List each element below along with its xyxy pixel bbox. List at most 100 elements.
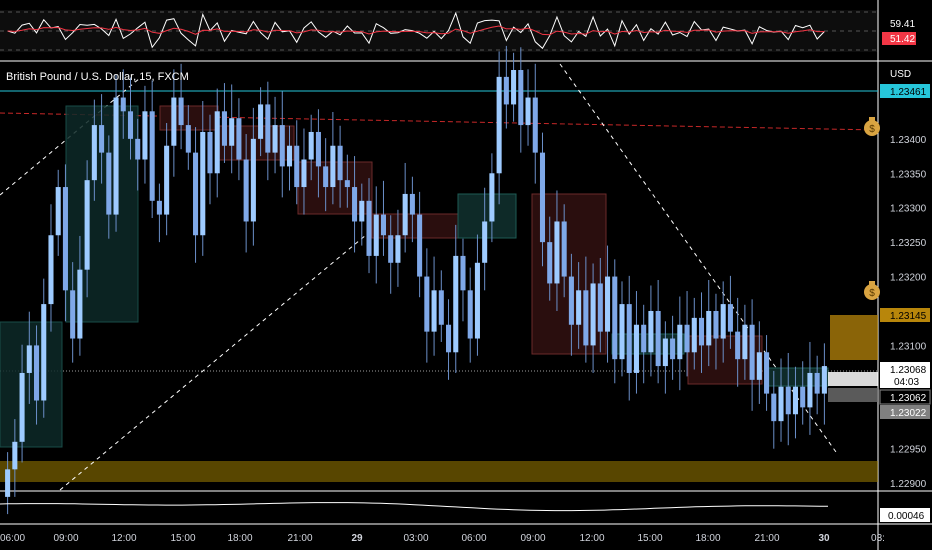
candle-body[interactable] [207,131,213,174]
candle-body[interactable] [301,159,307,188]
supply-box-4[interactable] [371,213,459,239]
candle-body[interactable] [185,125,191,153]
candle-body[interactable] [417,214,423,277]
candle-body[interactable] [12,441,18,470]
candle-body[interactable] [438,290,444,325]
money-bag-icon[interactable]: $ [864,281,880,300]
candle-body[interactable] [727,304,733,332]
candle-body[interactable] [229,118,235,146]
candle-body[interactable] [670,338,676,360]
demand-zone[interactable] [0,461,878,482]
candle-body[interactable] [800,386,806,408]
candle-body[interactable] [568,276,574,325]
candle-body[interactable] [778,386,784,422]
candle-body[interactable] [684,324,690,353]
candle-body[interactable] [460,255,466,291]
candle-body[interactable] [749,324,755,380]
candle-body[interactable] [554,221,560,284]
symbol-title[interactable]: British Pound / U.S. Dollar, 15, FXCM [6,71,189,83]
time-axis[interactable]: 06:00 09:00 12:00 15:00 18:00 21:00 29 03:00 06:… [0,533,885,544]
candle-body[interactable] [756,352,762,380]
candle-body[interactable] [106,152,112,215]
candle-body[interactable] [279,125,285,167]
candle-body[interactable] [149,111,155,201]
candle-body[interactable] [19,372,25,442]
candle-body[interactable] [120,97,126,112]
candle-body[interactable] [33,345,40,401]
candle-body[interactable] [474,262,480,339]
demand-box-2[interactable] [0,321,63,448]
candle-body[interactable] [619,304,625,360]
candle-body[interactable] [445,324,452,353]
candle-body[interactable] [576,290,582,325]
candle-body[interactable] [511,70,517,105]
candle-body[interactable] [250,138,256,222]
candle-body[interactable] [691,317,697,353]
candle-body[interactable] [359,200,365,222]
candle-body[interactable] [561,221,567,277]
candle-body[interactable] [612,276,618,360]
candle-body[interactable] [352,187,358,222]
candle-body[interactable] [771,393,777,422]
candle-body[interactable] [764,352,770,394]
candle-body[interactable] [821,366,827,394]
candle-body[interactable] [308,131,314,160]
candle-body[interactable] [380,214,387,236]
candle-body[interactable] [395,235,401,263]
candle-body[interactable] [720,304,726,339]
candle-body[interactable] [713,310,719,339]
candle-body[interactable] [373,214,379,256]
candle-body[interactable] [807,372,813,408]
candle-body[interactable] [294,145,300,188]
candle-body[interactable] [648,310,654,353]
candle-body[interactable] [503,76,509,105]
candle-body[interactable] [127,111,134,139]
candle-body[interactable] [41,304,47,401]
candle-body[interactable] [605,276,611,332]
currency-label[interactable]: USD [890,69,911,80]
candle-body[interactable] [156,200,162,215]
candle-body[interactable] [214,111,220,174]
candle-body[interactable] [272,125,278,153]
candlestick-series[interactable] [5,45,827,515]
candle-body[interactable] [91,125,97,181]
candle-body[interactable] [55,187,61,236]
candle-body[interactable] [48,235,54,305]
candle-body[interactable] [243,159,249,222]
candle-body[interactable] [337,145,343,181]
candle-body[interactable] [785,386,791,415]
supply-zone[interactable] [830,315,878,360]
candle-body[interactable] [366,200,372,256]
candle-body[interactable] [633,324,639,373]
candle-body[interactable] [496,76,502,174]
candle-body[interactable] [388,235,394,263]
candle-body[interactable] [698,317,705,346]
candle-body[interactable] [193,152,199,236]
candle-body[interactable] [99,125,105,153]
candle-body[interactable] [539,152,546,243]
candle-body[interactable] [677,324,683,360]
candle-body[interactable] [706,310,712,346]
candle-body[interactable] [265,104,271,153]
candle-body[interactable] [742,324,748,360]
candle-body[interactable] [431,290,437,332]
candle-body[interactable] [286,145,293,167]
candle-body[interactable] [482,221,488,263]
candle-body[interactable] [814,372,820,394]
candle-body[interactable] [409,193,415,215]
candle-body[interactable] [590,283,596,346]
candle-body[interactable] [171,97,177,146]
candle-body[interactable] [70,290,76,339]
candle-body[interactable] [792,386,799,415]
candle-body[interactable] [178,97,184,126]
candle-body[interactable] [402,193,408,236]
candle-body[interactable] [236,118,242,160]
candle-body[interactable] [258,104,264,139]
candle-body[interactable] [626,304,632,373]
candle-body[interactable] [641,324,647,353]
candle-body[interactable] [164,145,170,215]
candle-body[interactable] [453,255,459,353]
candle-body[interactable] [344,180,350,188]
candle-body[interactable] [597,283,603,332]
